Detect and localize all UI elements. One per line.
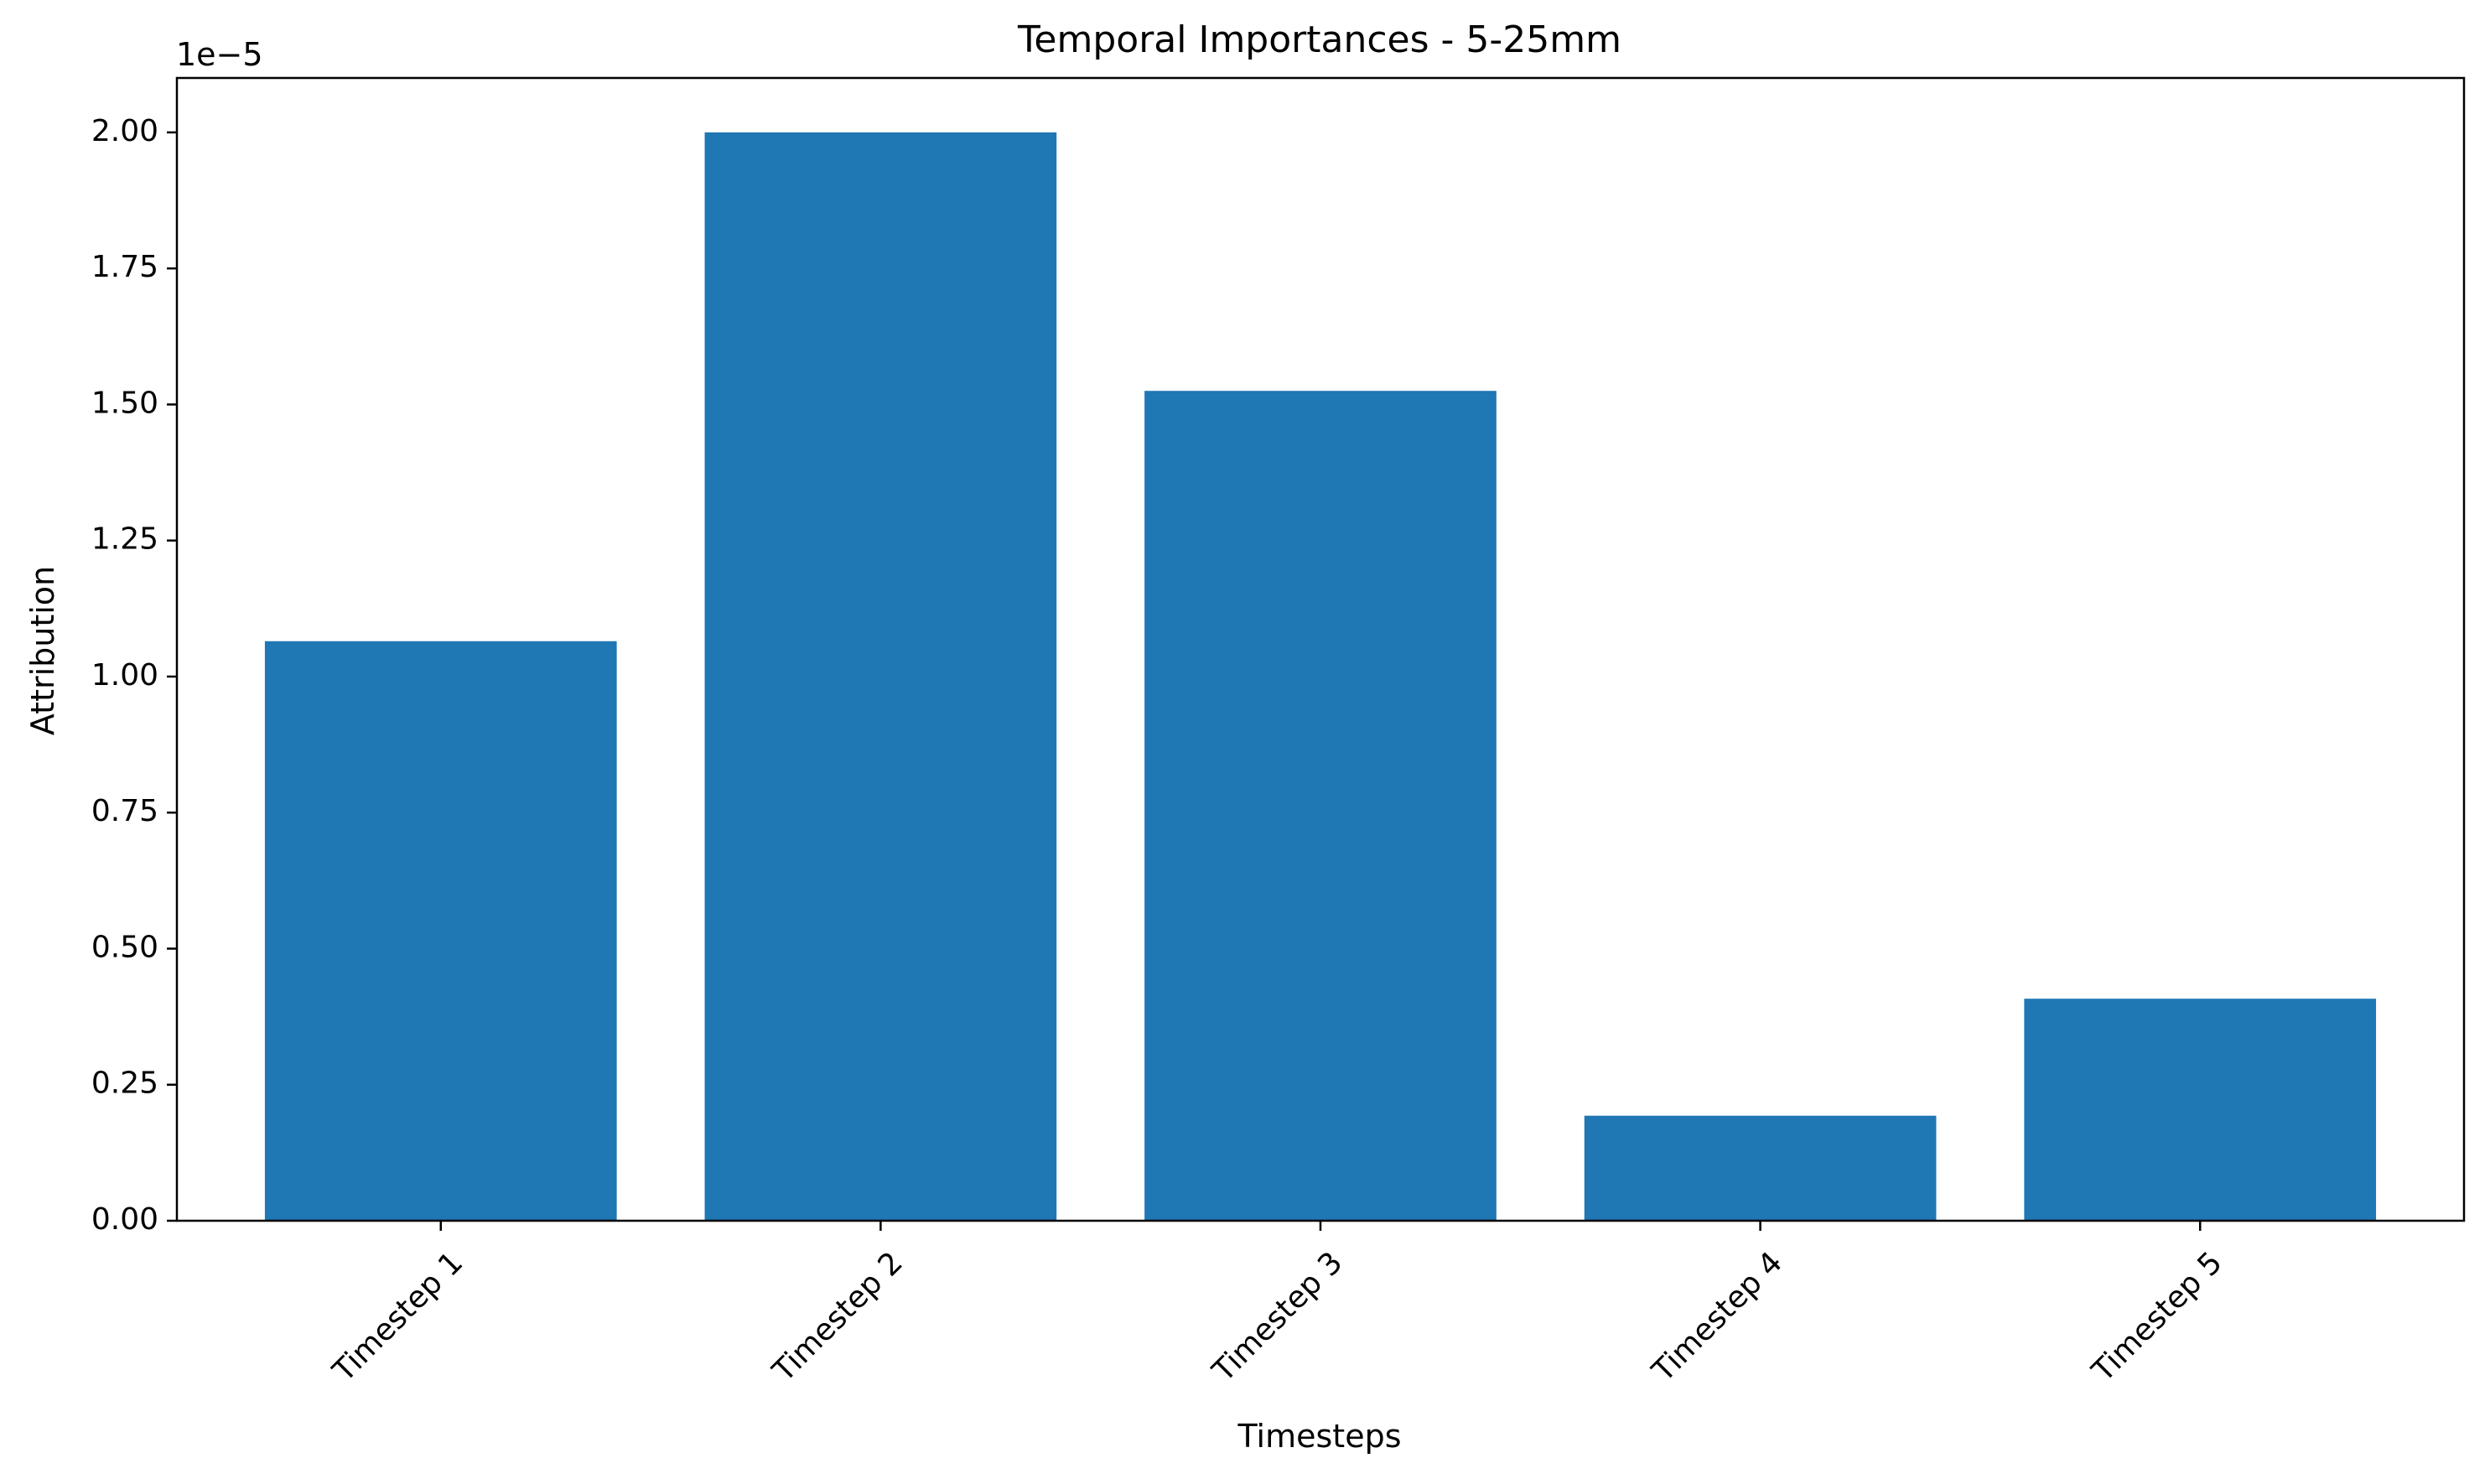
bar-4 [1584, 1115, 1937, 1221]
x-tick-label: Timestep 1 [326, 1245, 469, 1388]
y-tick-label: 1.25 [91, 522, 158, 557]
y-tick-label: 0.25 [91, 1066, 158, 1101]
y-tick-label: 1.50 [91, 386, 158, 420]
y-tick-label: 0.75 [91, 794, 158, 828]
x-axis-label: Timesteps [1237, 1418, 1402, 1455]
y-tick-label: 2.00 [91, 114, 158, 148]
y-tick-label: 1.00 [91, 658, 158, 693]
y-axis-label: Attribution [24, 566, 61, 735]
chart-title: Temporal Importances - 5-25mm [1017, 18, 1621, 61]
y-axis-ticks: 0.00 0.25 0.50 0.75 1.00 1.25 1.50 1.75 2.00 [91, 114, 177, 1237]
plot-frame [175, 76, 2466, 1222]
y-tick-label: 0.00 [91, 1202, 158, 1237]
bar-2 [704, 132, 1057, 1221]
y-axis-offset-text: 1e−5 [176, 36, 263, 73]
bar-1 [264, 641, 617, 1221]
bars-group [264, 132, 2377, 1221]
x-tick-label: Timestep 3 [1206, 1245, 1349, 1388]
bar-5 [2024, 999, 2377, 1221]
bar-3 [1144, 391, 1497, 1221]
x-tick-label: Timestep 2 [765, 1245, 909, 1388]
x-tick-label: Timestep 5 [2085, 1245, 2228, 1388]
x-tick-label: Timestep 4 [1646, 1245, 1789, 1388]
y-tick-label: 1.75 [91, 250, 158, 284]
y-tick-label: 0.50 [91, 930, 158, 964]
x-axis-ticks: Timestep 1 Timestep 2 Timestep 3 Timestep 4… [326, 1221, 2229, 1389]
